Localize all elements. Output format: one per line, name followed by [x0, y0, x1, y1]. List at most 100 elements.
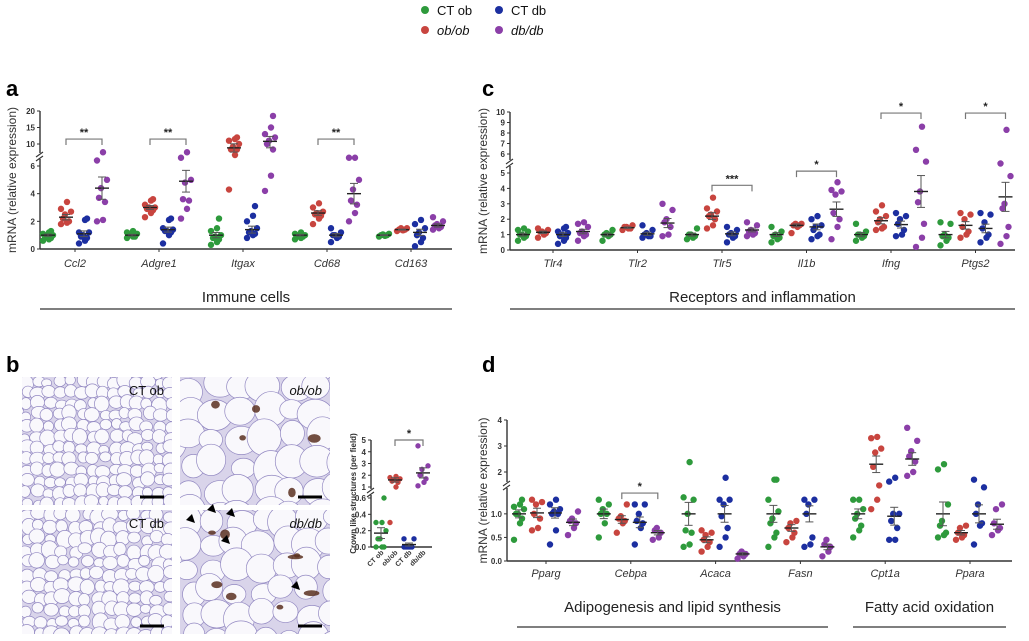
adipocyte [140, 471, 156, 487]
adipocyte [317, 554, 330, 580]
y-tick-label: 9 [501, 119, 506, 128]
adipocyte [42, 519, 58, 535]
adipocyte [10, 512, 22, 523]
y-tick-label: 3 [501, 200, 506, 209]
legend-label: CT db [511, 3, 546, 18]
adipocyte [29, 417, 44, 433]
data-point [411, 243, 419, 250]
gene-group-Itgax: Itgax [207, 112, 279, 270]
data-point [401, 536, 407, 542]
adipocyte [205, 628, 228, 634]
data-point [872, 226, 880, 234]
gene-group-Tlr4: Tlr4 [514, 219, 592, 270]
data-point [914, 199, 922, 206]
data-point [528, 496, 536, 503]
data-point [177, 215, 185, 222]
adipocyte [188, 377, 193, 378]
data-point [641, 501, 648, 508]
adipocyte [165, 421, 172, 435]
data-point [213, 225, 221, 232]
adipocyte [163, 590, 172, 603]
data-point [179, 196, 187, 203]
adipocyte [125, 627, 143, 634]
adipocyte [309, 498, 330, 505]
y-tick-label: 0.4 [355, 510, 367, 519]
data-point [977, 239, 984, 246]
crown-like-structure [211, 581, 223, 589]
data-point [900, 226, 908, 234]
data-point [768, 239, 775, 246]
data-point [309, 220, 317, 228]
adipocyte [149, 595, 163, 606]
data-point [852, 220, 860, 228]
adipocyte [163, 565, 172, 579]
adipocyte [39, 496, 54, 505]
data-point [723, 239, 731, 246]
data-point [405, 544, 411, 550]
data-point [878, 445, 885, 452]
y-tick-label: 5 [362, 436, 367, 445]
gene-group-Cpt1a: Cpt1a [850, 424, 921, 580]
data-point [554, 240, 562, 248]
data-point [783, 538, 790, 546]
data-point [688, 529, 695, 536]
adipocyte [33, 616, 48, 629]
data-point [159, 240, 167, 247]
adipocyte [233, 377, 245, 378]
data-point [680, 494, 687, 501]
y-tick-label: 3 [362, 460, 367, 469]
adipocyte [126, 602, 143, 617]
axis-break-mark [505, 158, 514, 169]
data-point [990, 520, 998, 527]
data-point [768, 223, 775, 231]
data-point [807, 541, 814, 548]
data-point [682, 527, 689, 534]
adipocyte [161, 626, 172, 634]
data-point [720, 501, 727, 508]
crown-like-structure [293, 553, 301, 558]
data-point [698, 548, 705, 555]
adipocyte [22, 606, 23, 610]
data-point [421, 225, 429, 232]
data-point [269, 112, 277, 120]
data-point [723, 223, 731, 231]
data-point [985, 231, 992, 238]
data-point [639, 222, 646, 229]
data-point [686, 541, 693, 548]
adipocyte [22, 624, 35, 634]
data-point [530, 510, 538, 518]
adipocyte [7, 624, 21, 639]
data-point [379, 519, 385, 526]
gene-label: Ptgs2 [961, 258, 989, 270]
significance-label: * [983, 101, 988, 113]
adipocyte [28, 528, 46, 545]
adipocyte [151, 429, 167, 444]
adipocyte [224, 396, 256, 426]
data-point [876, 482, 883, 489]
axis-break-mark [366, 487, 375, 498]
data-point [862, 228, 870, 235]
data-point [823, 536, 830, 543]
adipocyte [137, 629, 154, 634]
adipocyte [87, 362, 100, 374]
significance-label: ** [332, 127, 341, 139]
data-point [251, 202, 259, 210]
adipocyte [9, 476, 22, 488]
gene-label: Tlr5 [713, 258, 733, 270]
data-point [944, 501, 952, 508]
y-tick-label: 6 [31, 162, 36, 171]
adipocyte [62, 497, 77, 505]
adipocyte [78, 614, 91, 628]
y-tick-label: 0.2 [355, 527, 367, 536]
data-point [411, 536, 417, 542]
adipocyte [54, 615, 69, 627]
data-point [327, 238, 335, 246]
adipocyte [64, 365, 77, 377]
adipocyte [84, 407, 100, 422]
adipocyte [54, 477, 66, 488]
adipocyte [117, 496, 133, 505]
adipocyte [53, 510, 68, 521]
axis-break-mark [35, 151, 44, 162]
gene-label: Tlr2 [628, 258, 647, 270]
data-point [793, 517, 800, 525]
